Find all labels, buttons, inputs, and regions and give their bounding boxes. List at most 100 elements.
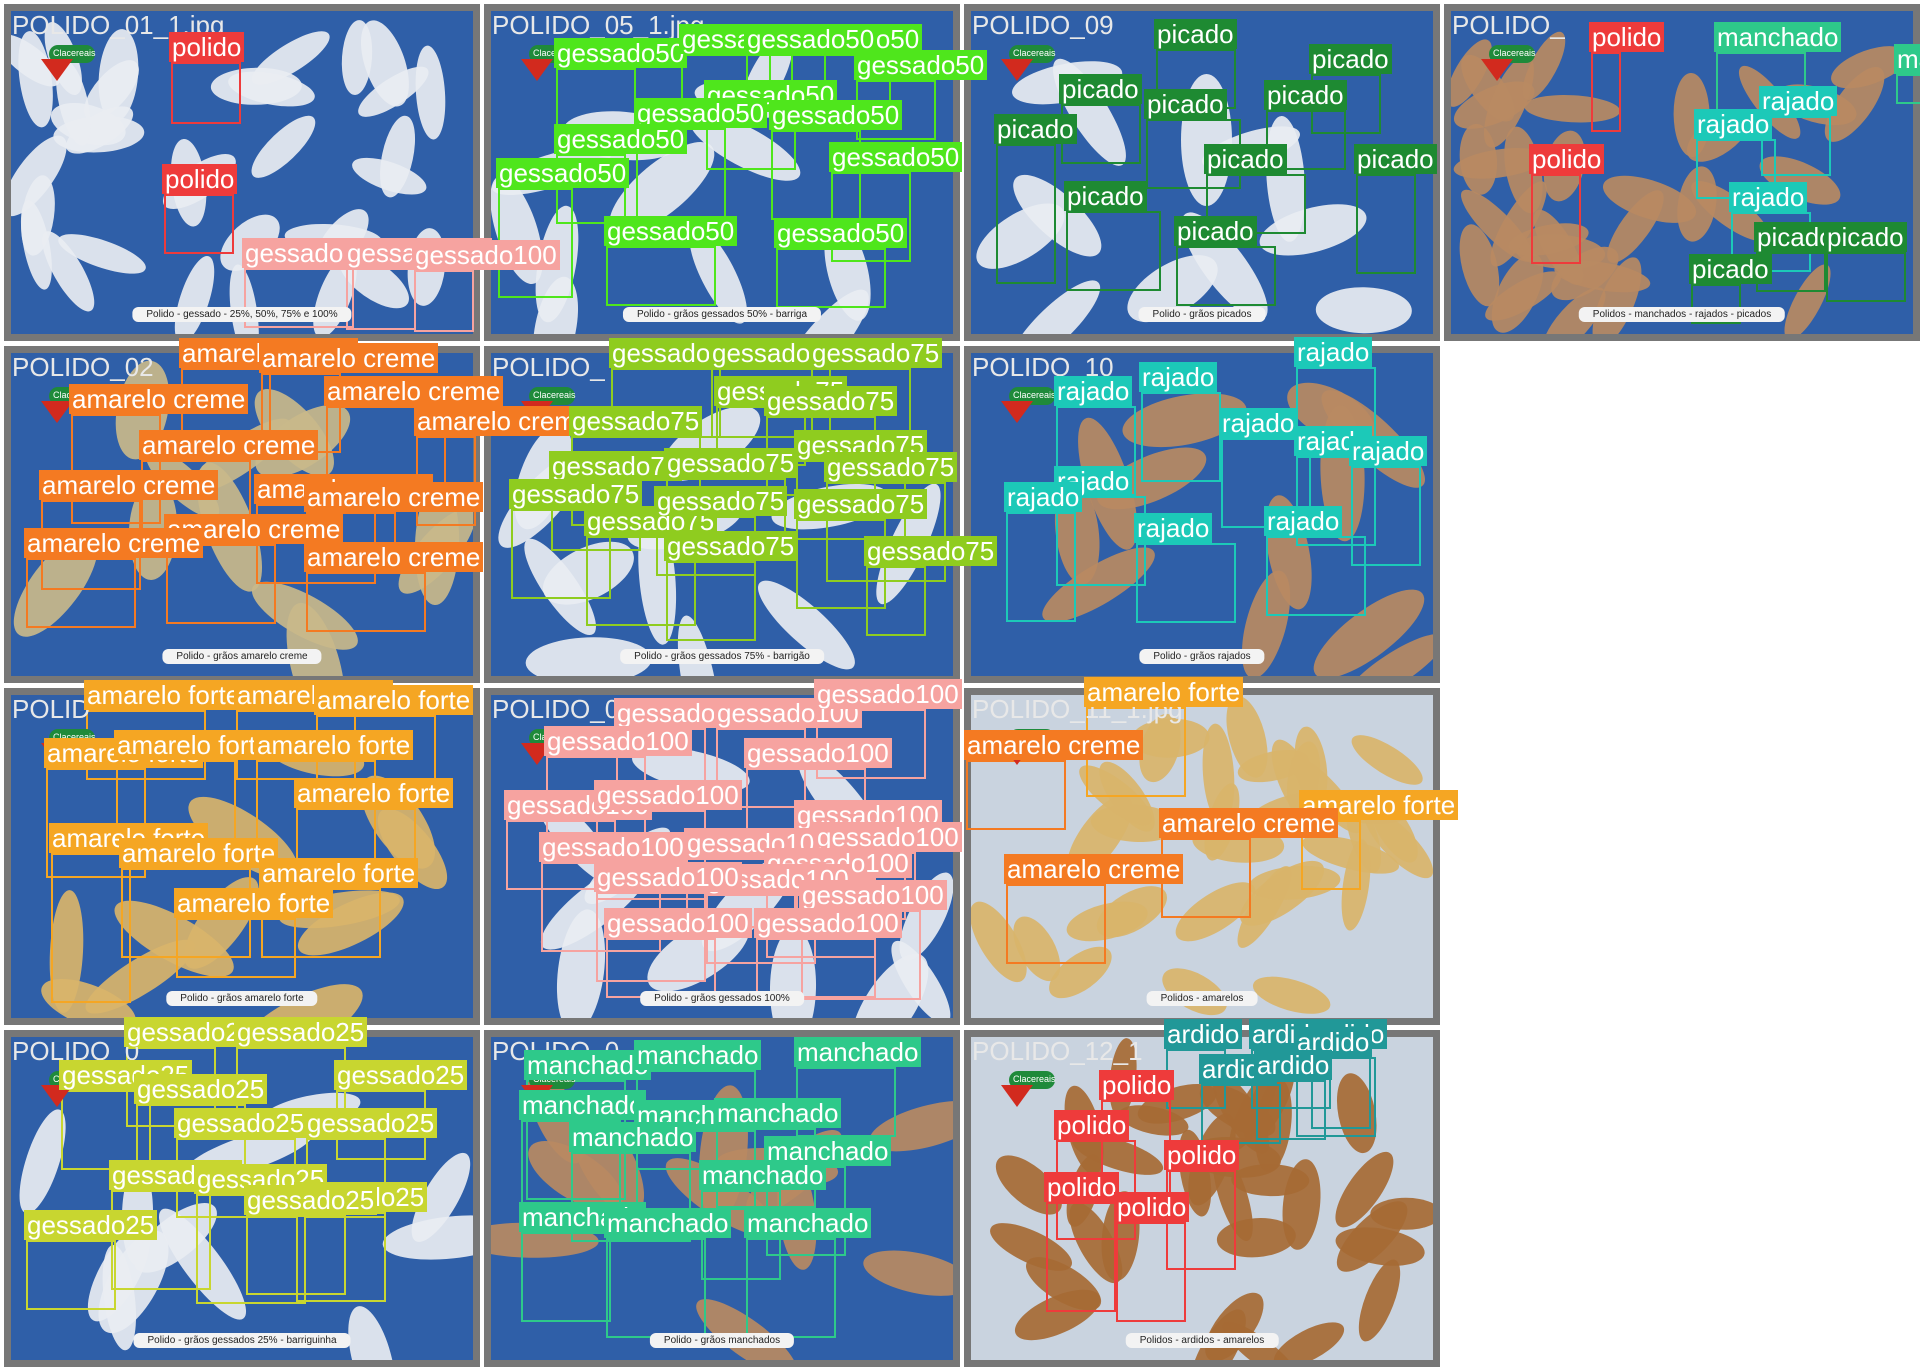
detection-box — [606, 1238, 706, 1338]
detection-box — [1176, 246, 1276, 306]
detection-box — [346, 268, 416, 330]
detection-label: amarelo forte — [114, 730, 274, 760]
detection-label: rajado — [1219, 408, 1298, 438]
detection-label: ardido — [1164, 1019, 1243, 1049]
detection-tile: Clacereais Polidos - ardidos - amarelos PO… — [964, 1019, 1440, 1367]
detection-label: amarelo creme — [69, 384, 249, 414]
detection-label: manchado — [744, 1208, 872, 1238]
detection-label: gessado100 — [544, 726, 692, 756]
detection-box — [1141, 392, 1221, 482]
detection-box — [1826, 252, 1906, 302]
rice-sample-photo: Clacereais Polidos - manchados - rajados … — [1451, 11, 1913, 334]
detection-label: gessado75 — [824, 452, 958, 482]
detection-label: gessado100 — [539, 832, 687, 862]
detection-label: gessado75 — [569, 406, 703, 436]
detection-label: picado — [1144, 89, 1227, 119]
photo-caption: Polido - gessado - 25%, 50%, 75% e 100% — [132, 307, 352, 322]
detection-box — [826, 482, 946, 582]
detection-label: amarelo forte — [254, 730, 414, 760]
detection-label: polido — [1529, 144, 1605, 174]
detection-label: amarelo forte — [119, 838, 279, 868]
rice-grain — [858, 1242, 953, 1305]
detection-label: amarelo creme — [304, 542, 484, 572]
clacereais-logo: Clacereais — [1481, 45, 1536, 81]
detection-label: gessado75 — [664, 531, 798, 561]
detection-label: picado — [1174, 216, 1257, 246]
detection-box — [1896, 74, 1920, 104]
detection-label: gessado100 — [412, 240, 560, 270]
detection-box — [1266, 536, 1366, 616]
detection-label: gessado50 — [634, 98, 768, 128]
detection-box — [521, 1232, 611, 1322]
rice-grain — [338, 1301, 405, 1360]
detection-box — [1296, 456, 1376, 546]
detection-box — [1266, 110, 1346, 170]
detection-box — [606, 246, 716, 306]
photo-caption: Polidos - amarelos — [1146, 991, 1258, 1006]
photo-caption: Polido - grãos gessados 75% - barrigão — [620, 649, 824, 664]
detection-label: polido — [1054, 1110, 1130, 1140]
detection-label: picado — [1309, 44, 1392, 74]
detection-label: gessado50 — [769, 100, 903, 130]
rice-grain — [412, 44, 449, 141]
detection-label: gessado25 — [304, 1108, 438, 1138]
detection-tile: Clacereais Polidos - manchados - rajados … — [1444, 4, 1920, 341]
photo-caption: Polido - grãos gessados 25% - barriguinh… — [133, 1333, 351, 1348]
photo-caption: Polido - grãos picados — [1138, 307, 1266, 322]
photo-caption: Polido - grãos manchados — [649, 1333, 795, 1348]
detection-label: manchado — [794, 1037, 922, 1067]
photo-caption: Polido - grãos rajados — [1139, 649, 1265, 664]
detection-label: gessado25 — [174, 1108, 308, 1138]
detection-label: amarelo creme — [1004, 854, 1184, 884]
detection-box — [1066, 211, 1161, 291]
photo-caption: Polido - grãos amarelo forte — [166, 991, 318, 1006]
detection-label: picado — [1154, 19, 1237, 49]
image-filename: POLIDO_02 — [12, 352, 154, 382]
detection-label: amarelo creme — [259, 343, 439, 373]
detection-label: manchado — [604, 1208, 732, 1238]
detection-label: gessado75 — [664, 448, 798, 478]
detection-box — [966, 760, 1066, 830]
image-filename: POLIDO_05_1.jpg — [492, 10, 705, 40]
detection-label: gessado25 — [334, 1060, 468, 1090]
detection-label: picado — [1204, 144, 1287, 174]
detection-label: gessado75 — [864, 536, 998, 566]
detection-box — [71, 414, 161, 524]
detection-label: ardido — [1254, 1050, 1333, 1080]
detection-label: gessado50 — [554, 38, 688, 68]
detection-tile: Clacereais Polido - grãos picados POLIDO_0… — [964, 4, 1440, 341]
detection-label: amarelo creme — [964, 730, 1144, 760]
photo-caption: Polido - grãos amarelo creme — [162, 649, 322, 664]
detection-label: polido — [162, 164, 238, 194]
detection-label: amarelo creme — [39, 470, 219, 500]
detection-box — [176, 918, 296, 978]
detection-box — [26, 558, 136, 628]
detection-box — [51, 853, 131, 1003]
detection-label: amarelo forte — [174, 888, 334, 918]
detection-label: manchado — [1714, 22, 1842, 52]
detection-label: amarelo creme — [324, 376, 504, 406]
detection-label: amarelo creme — [414, 406, 594, 436]
detection-label: picado — [1059, 74, 1142, 104]
detection-label: rajado — [1004, 482, 1083, 512]
detection-label: amarelo forte — [84, 680, 244, 710]
detection-label: gessado25 — [24, 1210, 158, 1240]
detection-label: gessado100 — [594, 780, 742, 810]
detection-label: ardido — [1294, 1027, 1373, 1057]
detection-label: gessado50 — [774, 218, 908, 248]
detection-label: rajado — [1694, 109, 1773, 139]
detection-label: amarelo forte — [259, 858, 419, 888]
detection-label: polido — [1114, 1192, 1190, 1222]
detection-label: picado — [1754, 222, 1837, 252]
rice-grain — [1344, 726, 1430, 795]
detection-tile: Clacereais Polido - grãos rajados POLIDO_1… — [964, 337, 1440, 683]
photo-caption: Polidos - ardidos - amarelos — [1125, 1333, 1279, 1348]
detection-label: polido — [1164, 1140, 1240, 1170]
detection-label: gessado50 — [829, 142, 963, 172]
image-filename: POLIDO_09 — [972, 10, 1114, 40]
image-filename: POLIDO_ — [1452, 10, 1565, 40]
photo-caption: Polidos - manchados - rajados - picados — [1578, 307, 1786, 322]
